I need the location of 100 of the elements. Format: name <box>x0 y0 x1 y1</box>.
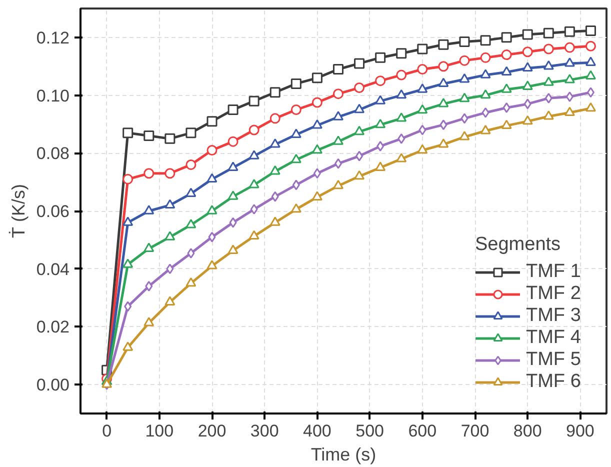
point <box>585 56 596 66</box>
point <box>543 60 554 70</box>
point <box>122 258 134 268</box>
point <box>480 89 491 99</box>
point <box>417 64 428 74</box>
point <box>375 95 386 104</box>
point <box>290 78 302 89</box>
point <box>186 159 196 170</box>
legend-label: TMF 5 <box>526 349 581 371</box>
x-tick-label: 900 <box>566 422 594 440</box>
point <box>501 50 512 60</box>
point <box>586 87 594 98</box>
point <box>522 29 533 40</box>
point <box>228 162 238 171</box>
point <box>460 113 468 124</box>
point <box>122 216 134 226</box>
point <box>396 112 407 122</box>
point <box>354 104 365 114</box>
point <box>271 191 279 202</box>
y-tick-label: 0.10 <box>36 86 70 106</box>
point <box>144 317 154 326</box>
point <box>354 126 365 136</box>
point <box>144 205 154 214</box>
point <box>354 58 365 69</box>
y-tick-label: 0.06 <box>36 202 70 221</box>
legend-label: TMF 2 <box>526 283 581 305</box>
point <box>206 116 218 127</box>
point <box>290 203 302 213</box>
point <box>418 124 426 136</box>
point <box>248 179 260 188</box>
point <box>124 301 132 312</box>
point <box>248 124 260 136</box>
point <box>164 231 176 240</box>
point <box>459 130 470 140</box>
point <box>228 104 238 115</box>
point <box>566 91 574 102</box>
point <box>396 48 407 59</box>
point <box>375 118 386 128</box>
point <box>564 106 575 116</box>
point <box>375 162 386 171</box>
point <box>332 111 344 120</box>
point <box>482 107 490 118</box>
point <box>164 133 176 144</box>
x-axis-title: Time (s) <box>310 444 376 464</box>
point <box>398 133 406 144</box>
point <box>585 40 596 52</box>
point <box>543 76 554 86</box>
point <box>270 216 280 226</box>
point <box>270 87 280 98</box>
point <box>206 205 218 214</box>
point <box>332 88 344 100</box>
legend-label: TMF 4 <box>526 327 581 349</box>
point <box>480 52 491 63</box>
point <box>312 144 322 154</box>
point <box>396 89 407 99</box>
point <box>459 55 470 66</box>
point <box>564 58 575 67</box>
point <box>186 277 196 287</box>
point <box>564 42 575 53</box>
point <box>585 102 596 112</box>
point <box>438 39 449 50</box>
point <box>332 64 344 74</box>
point <box>480 35 491 46</box>
point <box>354 82 365 94</box>
x-tick-label: 300 <box>250 422 279 440</box>
point <box>543 28 554 38</box>
point <box>292 180 300 190</box>
point <box>228 136 238 147</box>
point <box>417 84 428 93</box>
legend-title: Segments <box>475 234 562 256</box>
point <box>396 152 407 162</box>
point <box>522 62 533 72</box>
point <box>208 232 216 242</box>
point <box>290 154 302 164</box>
point <box>145 280 153 292</box>
point <box>186 188 196 197</box>
point <box>122 174 134 184</box>
point <box>166 264 174 274</box>
point <box>480 69 491 78</box>
point <box>396 70 407 80</box>
point <box>164 296 176 306</box>
y-tick-label: 0.02 <box>36 318 70 337</box>
point <box>438 138 449 148</box>
point <box>354 170 365 180</box>
x-tick-label: 200 <box>198 422 226 440</box>
point <box>313 168 321 179</box>
point <box>459 36 470 48</box>
point <box>290 128 302 138</box>
point <box>480 124 491 134</box>
point <box>248 150 260 160</box>
point <box>417 144 428 154</box>
point <box>187 248 195 258</box>
point <box>440 120 448 130</box>
point <box>417 44 428 54</box>
y-tick-label: 0.00 <box>36 376 70 395</box>
x-tick-label: 600 <box>408 422 437 440</box>
point <box>312 72 322 84</box>
point <box>459 73 470 83</box>
point <box>501 32 512 43</box>
point <box>376 140 384 152</box>
